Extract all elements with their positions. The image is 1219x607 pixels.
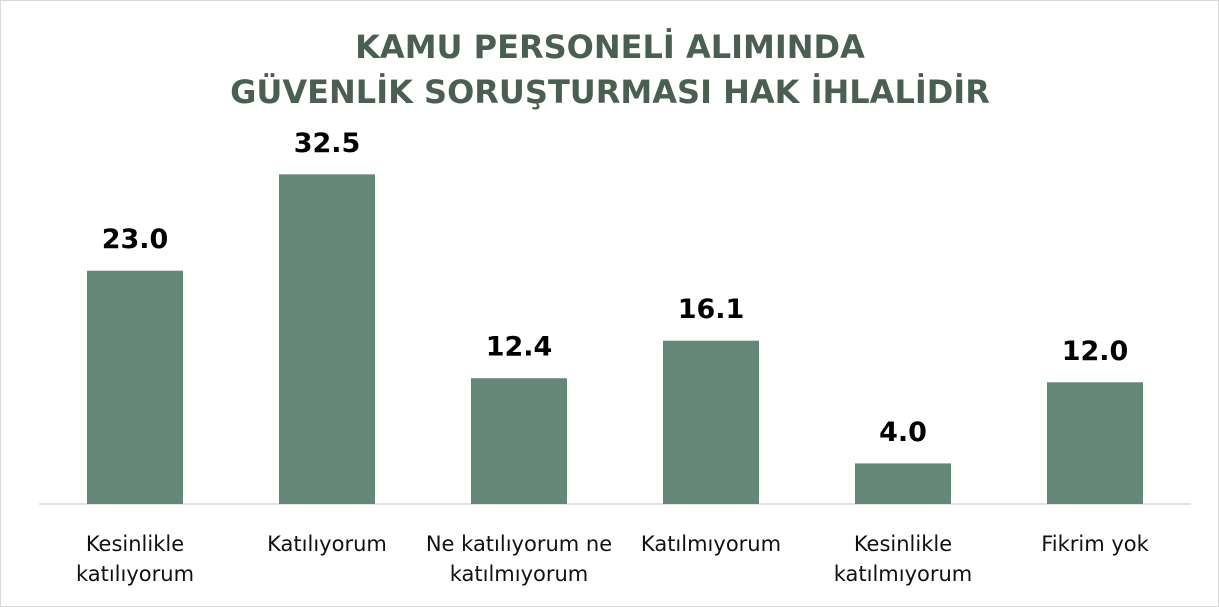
bar	[855, 463, 951, 504]
bar	[279, 174, 375, 504]
value-label: 23.0	[102, 224, 169, 255]
value-label: 12.0	[1062, 336, 1129, 367]
value-label: 12.4	[486, 332, 553, 363]
value-label: 32.5	[294, 128, 361, 159]
bar	[1047, 382, 1143, 504]
x-tick-label: Katılmıyorum	[640, 532, 782, 556]
value-label: 16.1	[678, 294, 745, 325]
chart-title: GÜVENLİK SORUŞTURMASI HAK İHLALİDİR	[230, 73, 990, 111]
bar	[471, 378, 567, 504]
x-tick-label: Kesinlikle katılmıyorum	[833, 532, 973, 586]
x-tick-label: Fikrim yok	[1041, 532, 1149, 556]
x-tick-label: Katılıyorum	[267, 532, 387, 556]
value-label: 4.0	[879, 417, 927, 448]
x-tick-label: Ne katılıyorum ne katılmıyorum	[425, 532, 613, 586]
x-tick-label: Kesinlikle katılıyorum	[75, 532, 195, 586]
bar	[663, 340, 759, 504]
bar	[87, 270, 183, 504]
chart-title: KAMU PERSONELİ ALIMINDA	[355, 28, 865, 66]
